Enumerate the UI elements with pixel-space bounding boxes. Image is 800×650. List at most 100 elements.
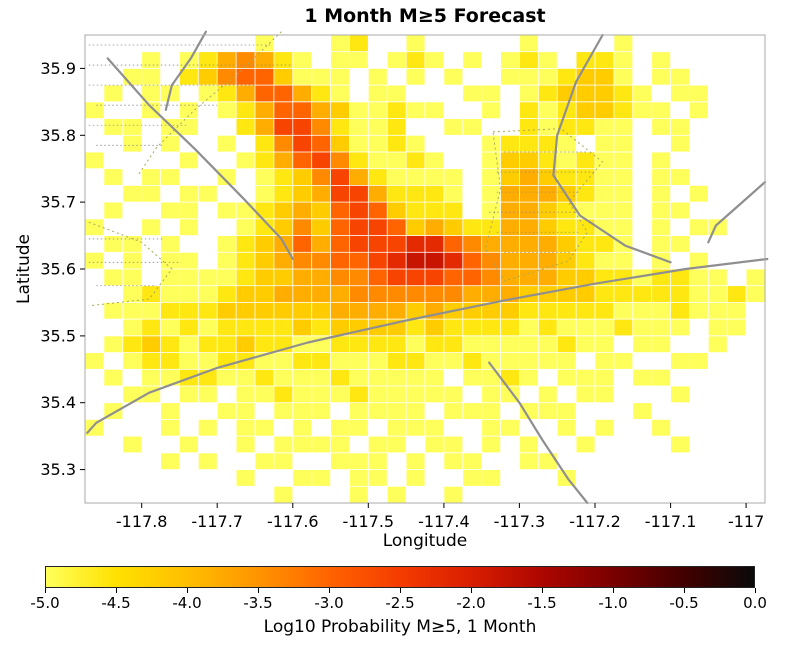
heatmap-cell (255, 219, 274, 236)
heatmap-cell (293, 403, 312, 419)
heatmap-cell (274, 353, 293, 369)
heatmap-cell (198, 302, 217, 319)
heatmap-cell (123, 269, 142, 286)
heatmap-cell (482, 419, 501, 436)
heatmap-cell (293, 269, 312, 286)
heatmap-cell (538, 169, 557, 185)
heatmap-cell (406, 135, 425, 152)
heatmap-cell (406, 336, 425, 353)
heatmap-cell (312, 369, 331, 386)
colorbar-tick (116, 588, 117, 593)
heatmap-cell (142, 336, 161, 353)
heatmap-cell (142, 85, 161, 102)
heatmap-cell (576, 236, 595, 252)
heatmap-cell (368, 236, 387, 252)
heatmap-cell (444, 353, 463, 369)
heatmap-cell (652, 236, 671, 252)
heatmap-cell (104, 119, 123, 135)
heatmap-cell (633, 369, 652, 386)
heatmap-cell (349, 336, 368, 353)
heatmap-cell (142, 185, 161, 202)
heatmap-cell (614, 302, 633, 319)
heatmap-cell (293, 386, 312, 403)
heatmap-cell (179, 286, 198, 302)
heatmap-cell (123, 119, 142, 135)
heatmap-cell (368, 68, 387, 85)
heatmap-cell (331, 319, 350, 336)
heatmap-cell (727, 302, 746, 319)
heatmap-cell (538, 119, 557, 135)
heatmap-cell (236, 319, 255, 336)
heatmap-cell (538, 319, 557, 336)
x-tick-label: -117.4 (418, 512, 470, 531)
heatmap-cell (671, 85, 690, 102)
heatmap-cell (236, 386, 255, 403)
heatmap-cell (312, 102, 331, 119)
heatmap-cell (406, 102, 425, 119)
heatmap-cell (293, 119, 312, 135)
heatmap-cell (557, 336, 576, 353)
heatmap-cell (501, 169, 520, 185)
heatmap-cell (425, 152, 444, 169)
heatmap-cell (236, 102, 255, 119)
heatmap-cell (217, 135, 236, 152)
heatmap-cell (406, 52, 425, 68)
heatmap-cell (293, 219, 312, 236)
heatmap-cell (236, 219, 255, 236)
heatmap-cell (444, 386, 463, 403)
heatmap-cell (614, 85, 633, 102)
heatmap-cell (614, 135, 633, 152)
heatmap-cell (482, 302, 501, 319)
heatmap-cell (255, 369, 274, 386)
fault-line (488, 361, 589, 505)
heatmap-cell (161, 169, 180, 185)
heatmap-cell (633, 319, 652, 336)
heatmap-cell (652, 419, 671, 436)
heatmap-cell (331, 252, 350, 269)
heatmap-cell (689, 102, 708, 119)
heatmap-cell (161, 319, 180, 336)
heatmap-cell (179, 202, 198, 219)
heatmap-cell (595, 386, 614, 403)
heatmap-cell (331, 219, 350, 236)
heatmap-cell (217, 52, 236, 68)
heatmap-cell (652, 152, 671, 169)
heatmap-cell (236, 436, 255, 453)
heatmap-cell (406, 470, 425, 486)
heatmap-cell (444, 169, 463, 185)
heatmap-cell (349, 470, 368, 486)
heatmap-cell (161, 135, 180, 152)
heatmap-cell (444, 252, 463, 269)
heatmap-cell (142, 353, 161, 369)
heatmap-cell (217, 269, 236, 286)
heatmap-cell (519, 169, 538, 185)
heatmap-cell (444, 336, 463, 353)
heatmap-cell (255, 202, 274, 219)
heatmap-cell (255, 52, 274, 68)
heatmap-cell (236, 419, 255, 436)
heatmap-cell (293, 236, 312, 252)
heatmap-cell (444, 436, 463, 453)
heatmap-cell (652, 52, 671, 68)
heatmap-cell (482, 135, 501, 152)
heatmap-cell (689, 353, 708, 369)
colorbar-tick-label: -2.0 (456, 594, 486, 612)
heatmap-cell (576, 202, 595, 219)
heatmap-cell (255, 419, 274, 436)
heatmap-cell (501, 353, 520, 369)
heatmap-cell (255, 135, 274, 152)
heatmap-cell (576, 102, 595, 119)
heatmap-cell (557, 252, 576, 269)
heatmap-cell (576, 85, 595, 102)
heatmap-cell (406, 169, 425, 185)
heatmap-cell (255, 68, 274, 85)
heatmap-cell (198, 68, 217, 85)
heatmap-cell (236, 336, 255, 353)
heatmap-cell (519, 68, 538, 85)
heatmap-cell (727, 319, 746, 336)
x-axis-label: Longitude (382, 531, 468, 551)
heatmap-cell (198, 419, 217, 436)
heatmap-cell (519, 353, 538, 369)
colorbar-tick-label: -5.0 (30, 594, 60, 612)
heatmap-cell (123, 319, 142, 336)
